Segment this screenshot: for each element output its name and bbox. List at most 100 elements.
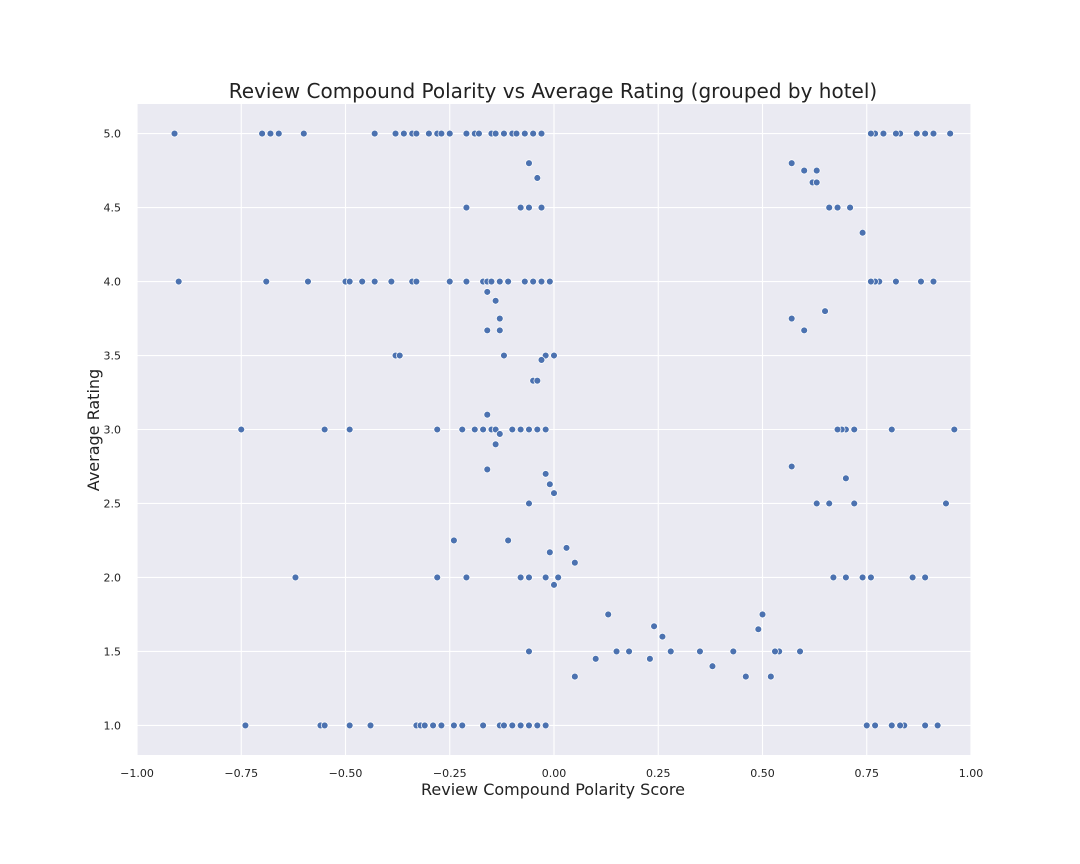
data-point <box>458 721 467 730</box>
data-point <box>370 129 379 138</box>
data-point <box>291 573 300 582</box>
data-point <box>275 129 283 138</box>
chart-title: Review Compound Polarity vs Average Rati… <box>229 79 877 103</box>
y-tick-label: 5.0 <box>104 128 122 141</box>
data-point <box>571 558 579 567</box>
data-point <box>420 721 429 730</box>
x-tick-label: −0.50 <box>329 767 363 780</box>
data-point <box>429 721 437 730</box>
data-point <box>812 166 821 175</box>
data-point <box>871 721 879 730</box>
x-tick-label: 0.75 <box>855 767 880 780</box>
data-point <box>650 622 658 631</box>
data-point <box>491 297 500 305</box>
data-point <box>921 573 929 582</box>
data-point <box>800 166 808 175</box>
data-point <box>612 647 621 656</box>
data-point <box>516 721 525 730</box>
data-point <box>541 721 550 730</box>
data-point <box>667 647 675 656</box>
data-point <box>546 277 554 286</box>
data-point <box>266 129 275 138</box>
data-point <box>500 129 508 138</box>
x-tick-label: −0.25 <box>433 767 467 780</box>
data-point <box>479 425 487 434</box>
data-point <box>450 536 458 545</box>
data-point <box>412 129 421 138</box>
data-point <box>483 410 492 419</box>
data-point <box>525 499 533 508</box>
x-tick-label: −0.75 <box>224 767 258 780</box>
data-point <box>708 662 717 670</box>
data-point <box>345 277 354 286</box>
data-point <box>862 721 871 730</box>
data-point <box>387 277 396 286</box>
data-point <box>437 721 446 730</box>
data-point <box>496 314 504 323</box>
data-point <box>320 721 329 730</box>
data-point <box>491 440 500 449</box>
x-tick-label: 0.25 <box>646 767 671 780</box>
data-point <box>516 425 525 434</box>
data-point <box>867 129 875 138</box>
data-point <box>888 721 896 730</box>
data-point <box>742 672 750 681</box>
y-tick-label: 4.0 <box>104 276 122 289</box>
data-point <box>800 326 808 335</box>
data-point <box>462 129 471 138</box>
data-point <box>500 351 508 360</box>
data-point <box>571 672 579 681</box>
data-point <box>437 129 446 138</box>
data-point <box>821 307 829 315</box>
data-point <box>625 647 633 656</box>
data-point <box>496 277 504 286</box>
data-point <box>370 277 379 286</box>
data-point <box>546 548 554 557</box>
data-point <box>395 351 404 360</box>
data-point <box>237 425 246 434</box>
data-point <box>758 610 767 619</box>
data-point <box>425 129 433 138</box>
data-point <box>833 203 842 212</box>
data-point <box>767 672 775 681</box>
data-point <box>541 425 550 434</box>
data-point <box>546 480 554 488</box>
data-points <box>170 129 959 730</box>
data-point <box>504 277 512 286</box>
data-point <box>258 129 266 138</box>
data-point <box>500 721 508 730</box>
data-point <box>412 277 421 286</box>
data-point <box>833 425 842 434</box>
data-point <box>850 425 858 434</box>
y-tick-label: 3.5 <box>104 350 122 363</box>
data-point <box>391 129 400 138</box>
data-point <box>358 277 366 286</box>
data-point <box>787 314 796 323</box>
data-point <box>525 573 533 582</box>
data-point <box>591 655 600 663</box>
data-point <box>888 425 896 434</box>
data-point <box>508 425 517 434</box>
data-point <box>433 425 441 434</box>
data-point <box>787 462 796 471</box>
data-point <box>896 721 904 730</box>
data-point <box>516 203 525 212</box>
data-point <box>537 356 546 364</box>
data-point <box>512 129 521 138</box>
data-point <box>345 721 354 730</box>
data-point <box>921 721 929 730</box>
data-point <box>825 203 833 212</box>
data-point <box>950 425 959 434</box>
y-tick-label: 2.5 <box>104 497 122 510</box>
data-point <box>550 489 558 497</box>
data-point <box>879 129 888 138</box>
data-point <box>858 573 867 582</box>
y-tick-label: 3.0 <box>104 424 122 437</box>
data-point <box>771 647 779 656</box>
data-point <box>525 159 533 167</box>
data-point <box>462 203 471 212</box>
data-point <box>475 129 483 138</box>
data-point <box>525 203 533 212</box>
data-point <box>537 277 546 286</box>
y-axis-ticks: 1.0 1.5 2.0 2.5 3.0 3.5 4.0 4.5 5.0 <box>104 128 122 733</box>
